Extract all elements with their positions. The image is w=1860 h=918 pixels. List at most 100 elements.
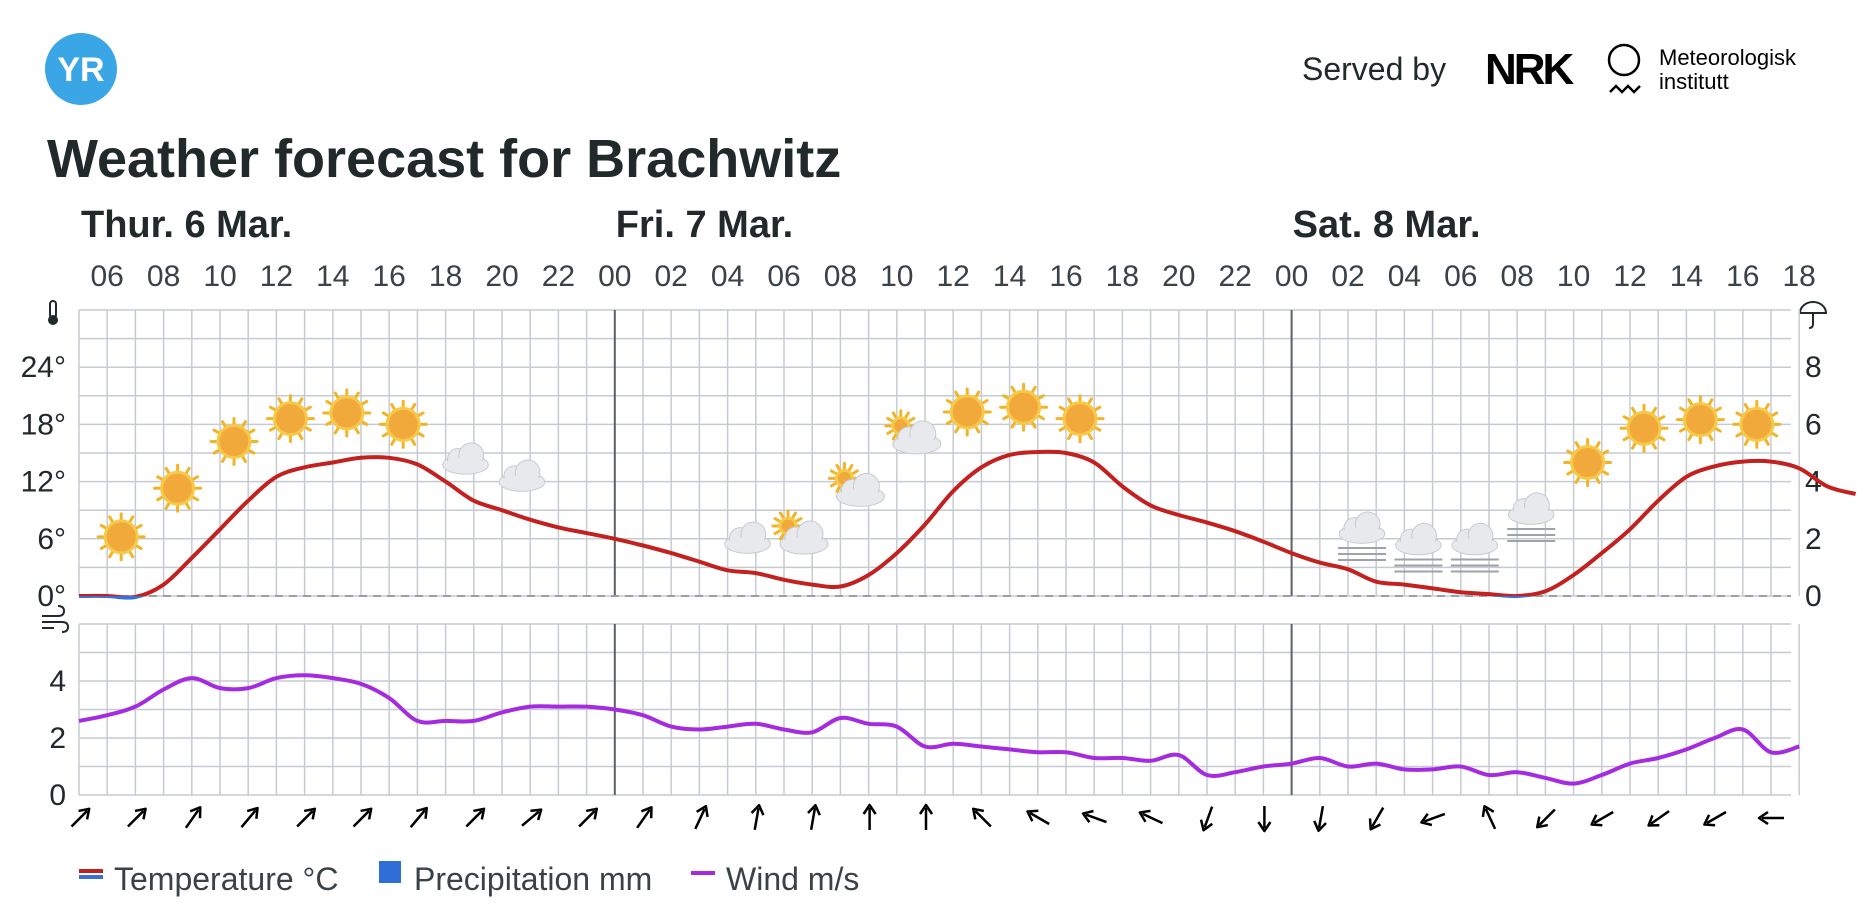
wind-point: [1092, 756, 1096, 760]
wind-point: [669, 725, 673, 729]
met-institute-logo[interactable]: Meteorologisk institutt: [1607, 43, 1797, 94]
sun-ray: [268, 426, 277, 432]
arrow-shaft: [521, 810, 540, 827]
hour-label: 08: [824, 260, 857, 293]
weather-symbol-partly-cloudy-day: [884, 409, 942, 455]
temperature-tick-label: 6°: [37, 523, 66, 556]
hour-label: 22: [542, 260, 575, 293]
wind-point: [697, 727, 701, 731]
temperature-tick-label: 24°: [21, 351, 66, 384]
wind-direction-arrow: [70, 807, 91, 828]
sun-ray: [325, 420, 333, 426]
hour-label: 16: [1049, 260, 1082, 293]
weather-symbol-fog: [1507, 492, 1556, 542]
temperature-point: [359, 456, 363, 460]
arrow-head: [1590, 814, 1603, 827]
sun-ray: [381, 411, 390, 417]
sun-ray: [954, 426, 960, 434]
cloud-icon: [1395, 522, 1442, 556]
precipitation-tick-label: 0: [1805, 580, 1822, 613]
arrow-shaft: [296, 810, 314, 828]
cloud-fill: [1340, 527, 1384, 543]
cloud-fill: [1396, 538, 1441, 554]
arrow-shaft: [1371, 806, 1385, 828]
arrow-head: [416, 806, 429, 819]
sun-ray: [779, 511, 785, 519]
cloud-icon: [498, 459, 546, 492]
wind-point: [754, 722, 758, 726]
temperature-point: [1120, 484, 1124, 488]
sun-ray: [1002, 414, 1010, 421]
cloud-icon: [724, 521, 771, 554]
sun-icon: [942, 387, 992, 437]
arrow-shaft: [1029, 811, 1050, 826]
served-by-label: Served by: [1302, 51, 1446, 87]
temperature-point: [133, 595, 137, 599]
sun-ray: [1687, 433, 1693, 442]
wind-point: [1008, 747, 1012, 751]
wind-point: [1713, 736, 1717, 740]
weather-symbol-clear-day: [942, 387, 992, 437]
wind-direction-arrow: [918, 803, 934, 830]
wind-point: [951, 742, 955, 746]
yr-logo[interactable]: YR: [45, 33, 117, 105]
sun-ray: [333, 427, 340, 435]
sun-icon: [1675, 395, 1725, 445]
temperature-point: [641, 543, 645, 547]
hour-label: 02: [655, 260, 688, 293]
wind-point: [415, 719, 419, 723]
temperature-tick-label: 12°: [21, 466, 66, 499]
temperature-point: [1797, 466, 1801, 470]
sun-ray: [191, 475, 200, 481]
wind-point: [585, 705, 589, 709]
temperature-point: [1402, 583, 1406, 587]
sun-ray: [954, 390, 960, 398]
wind-axis: 0 2 4: [49, 665, 66, 812]
hour-label: 18: [1106, 260, 1139, 293]
sun-ray: [1574, 476, 1581, 484]
sun-ray: [1658, 415, 1666, 421]
sun-ray: [1010, 421, 1017, 429]
sun-ray: [1622, 435, 1630, 442]
sun-ray: [268, 405, 277, 412]
hour-label: 00: [598, 260, 631, 293]
wind-point: [1487, 773, 1491, 777]
wind-direction-arrow: [352, 807, 373, 828]
wind-direction-arrow: [1313, 805, 1327, 833]
nrk-logo-text: NRK: [1485, 45, 1575, 94]
wind-point: [867, 722, 871, 726]
weather-symbol-clear-day: [265, 394, 315, 444]
wind-point: [613, 708, 617, 712]
sun-ray: [1622, 415, 1630, 421]
sun-ray: [974, 390, 981, 398]
wind-point: [162, 688, 166, 692]
arrow-shaft: [70, 810, 88, 828]
sun-ray: [99, 523, 108, 530]
temperature-point: [472, 499, 476, 503]
wind-direction-arrow: [971, 807, 992, 828]
nrk-logo[interactable]: NRK: [1485, 45, 1578, 94]
temperature-point: [331, 461, 335, 465]
cloud-fill: [1509, 508, 1554, 524]
wind-direction-arrow: [1026, 809, 1050, 826]
hour-labels: 06 08 10 12 14 16 18 20 22 00 02 04 06 08 10 12 14 16 18 20…: [91, 260, 1816, 293]
sun-ray: [1714, 406, 1722, 413]
wind-point: [1459, 765, 1463, 769]
sun-icon: [265, 394, 315, 444]
sun-ray: [128, 550, 135, 559]
arrow-shaft: [352, 810, 370, 828]
temperature-axis: 0° 6° 12° 18° 24°: [21, 351, 66, 613]
sun-ray: [891, 411, 898, 419]
hour-label: 00: [1275, 260, 1308, 293]
arrow-head: [360, 807, 373, 820]
hour-label: 14: [993, 260, 1026, 293]
sun-ray: [974, 426, 981, 434]
sun-ray: [1058, 405, 1066, 412]
hour-label: 12: [937, 260, 970, 293]
sun-ray: [212, 449, 220, 455]
temperature-point: [1854, 492, 1858, 496]
arrow-head: [696, 804, 709, 818]
arrow-shaft: [184, 809, 200, 829]
wind-point: [190, 676, 194, 680]
temperature-point: [274, 475, 278, 479]
